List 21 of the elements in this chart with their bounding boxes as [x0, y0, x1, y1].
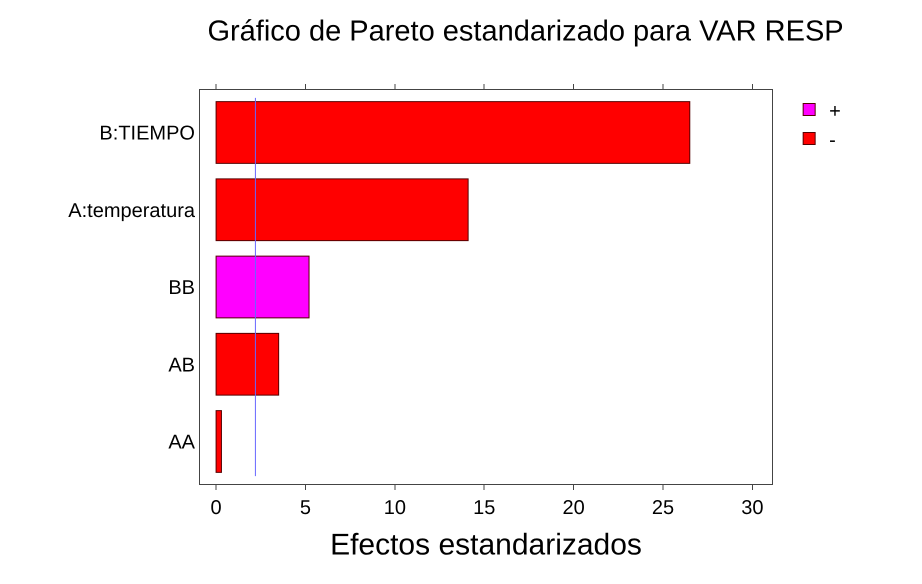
legend-label: - — [829, 129, 836, 152]
y-tick-label: BB — [168, 277, 195, 299]
x-tick-label: 15 — [473, 497, 496, 519]
x-axis-title: Efectos estandarizados — [330, 528, 642, 562]
x-tick-label: 30 — [741, 497, 764, 519]
bar — [216, 178, 469, 242]
y-tick-label: A:temperatura — [68, 200, 196, 222]
legend-label: + — [829, 100, 841, 122]
bar — [216, 410, 222, 473]
x-tick-label: 5 — [300, 497, 312, 519]
y-tick-label: AB — [168, 354, 195, 376]
bar — [216, 332, 280, 396]
x-tick-label: 10 — [384, 497, 406, 519]
chart-title: Gráfico de Pareto estandarizado para VAR RESP — [207, 16, 844, 48]
y-tick-label: B:TIEMPO — [99, 122, 195, 144]
bar — [216, 256, 310, 318]
x-tick-label: 20 — [562, 497, 585, 519]
x-tick-label: 0 — [210, 497, 222, 519]
x-tick-label: 25 — [652, 497, 674, 519]
y-tick-label: AA — [168, 432, 196, 454]
bar — [216, 101, 690, 164]
